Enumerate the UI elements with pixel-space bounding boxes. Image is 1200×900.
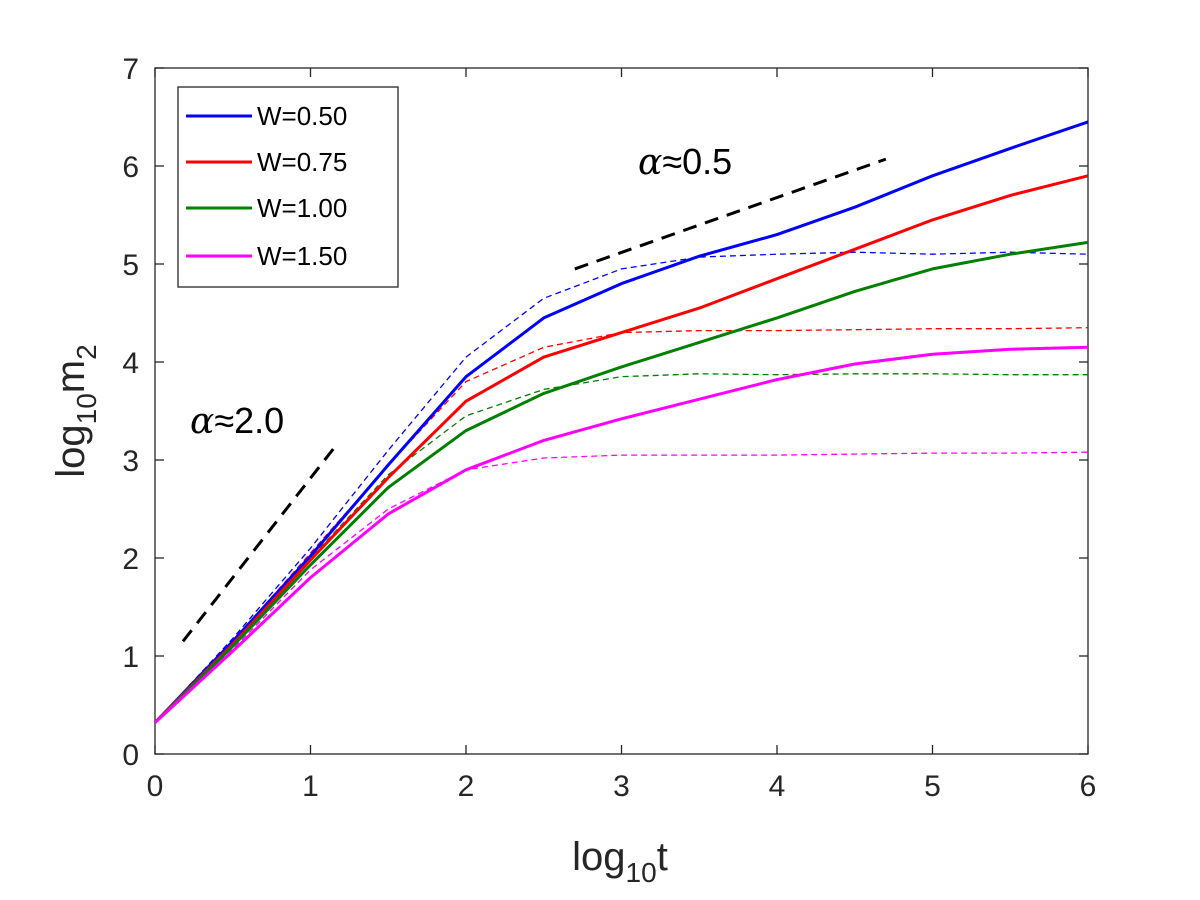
series-dashed-w-0-50 xyxy=(154,251,1089,724)
x-tick-label: 3 xyxy=(613,770,630,803)
series-dashed-w-1-50 xyxy=(154,451,1089,724)
annotation-alpha-05-greek: α xyxy=(638,142,662,183)
x-tick-label: 2 xyxy=(458,770,475,803)
y-tick-label: 3 xyxy=(122,445,139,478)
legend-label-w075: W=0.75 xyxy=(257,147,347,177)
x-axis-label: log10t xyxy=(572,835,668,888)
y-tick-label: 5 xyxy=(122,249,139,282)
x-tick-label: 6 xyxy=(1080,770,1097,803)
x-tick-label: 0 xyxy=(147,770,164,803)
y-tick-label: 7 xyxy=(122,53,139,86)
legend-entry-w100: W=1.00 xyxy=(186,193,347,223)
annotation-alpha-2-value: ≈2.0 xyxy=(214,400,284,441)
legend: W=0.50 W=0.75 W=1.00 W=1.50 xyxy=(177,86,399,288)
x-axis: 0 1 2 3 4 5 6 xyxy=(147,68,1097,803)
annotation-alpha-2: α≈2.0 xyxy=(190,400,284,442)
annotation-alpha-05-value: ≈0.5 xyxy=(662,141,732,182)
y-axis: 0 1 2 3 4 5 6 7 xyxy=(122,53,1088,772)
series-solid-w-1-00 xyxy=(153,240,1089,724)
x-axis-label-base: log xyxy=(572,835,625,879)
legend-entry-w050: W=0.50 xyxy=(186,101,347,131)
y-axis-label-mid: m xyxy=(49,360,93,393)
series-solid-w-0-50 xyxy=(153,120,1089,724)
legend-label-w050: W=0.50 xyxy=(257,101,347,131)
y-axis-label: log10m2 xyxy=(49,344,102,477)
y-tick-label: 4 xyxy=(122,347,139,380)
legend-box xyxy=(177,86,399,288)
reference-line-1 xyxy=(181,447,336,643)
reference-line-2 xyxy=(574,157,887,271)
y-axis-label-base: log xyxy=(49,424,93,477)
legend-label-w150: W=1.50 xyxy=(257,241,347,271)
annotation-alpha-05: α≈0.5 xyxy=(638,141,732,183)
x-tick-label: 5 xyxy=(924,770,941,803)
y-tick-label: 0 xyxy=(122,739,139,772)
y-axis-label-sub2: 2 xyxy=(71,344,102,360)
reference-lines xyxy=(181,157,887,643)
legend-entry-w150: W=1.50 xyxy=(186,241,347,271)
series-solid-w-1-50 xyxy=(153,345,1089,724)
legend-entry-w075: W=0.75 xyxy=(186,147,347,177)
y-axis-label-sub1: 10 xyxy=(71,393,102,424)
x-tick-label: 4 xyxy=(769,770,786,803)
y-tick-label: 6 xyxy=(122,151,139,184)
legend-label-w100: W=1.00 xyxy=(257,193,347,223)
annotation-alpha-2-greek: α xyxy=(190,401,214,442)
x-tick-label: 1 xyxy=(302,770,319,803)
y-tick-label: 2 xyxy=(122,543,139,576)
curves xyxy=(153,120,1089,724)
y-tick-label: 1 xyxy=(122,641,139,674)
series-solid-w-0-75 xyxy=(153,174,1089,724)
x-axis-label-sub: 10 xyxy=(626,857,657,888)
x-axis-label-rest: t xyxy=(657,835,668,879)
